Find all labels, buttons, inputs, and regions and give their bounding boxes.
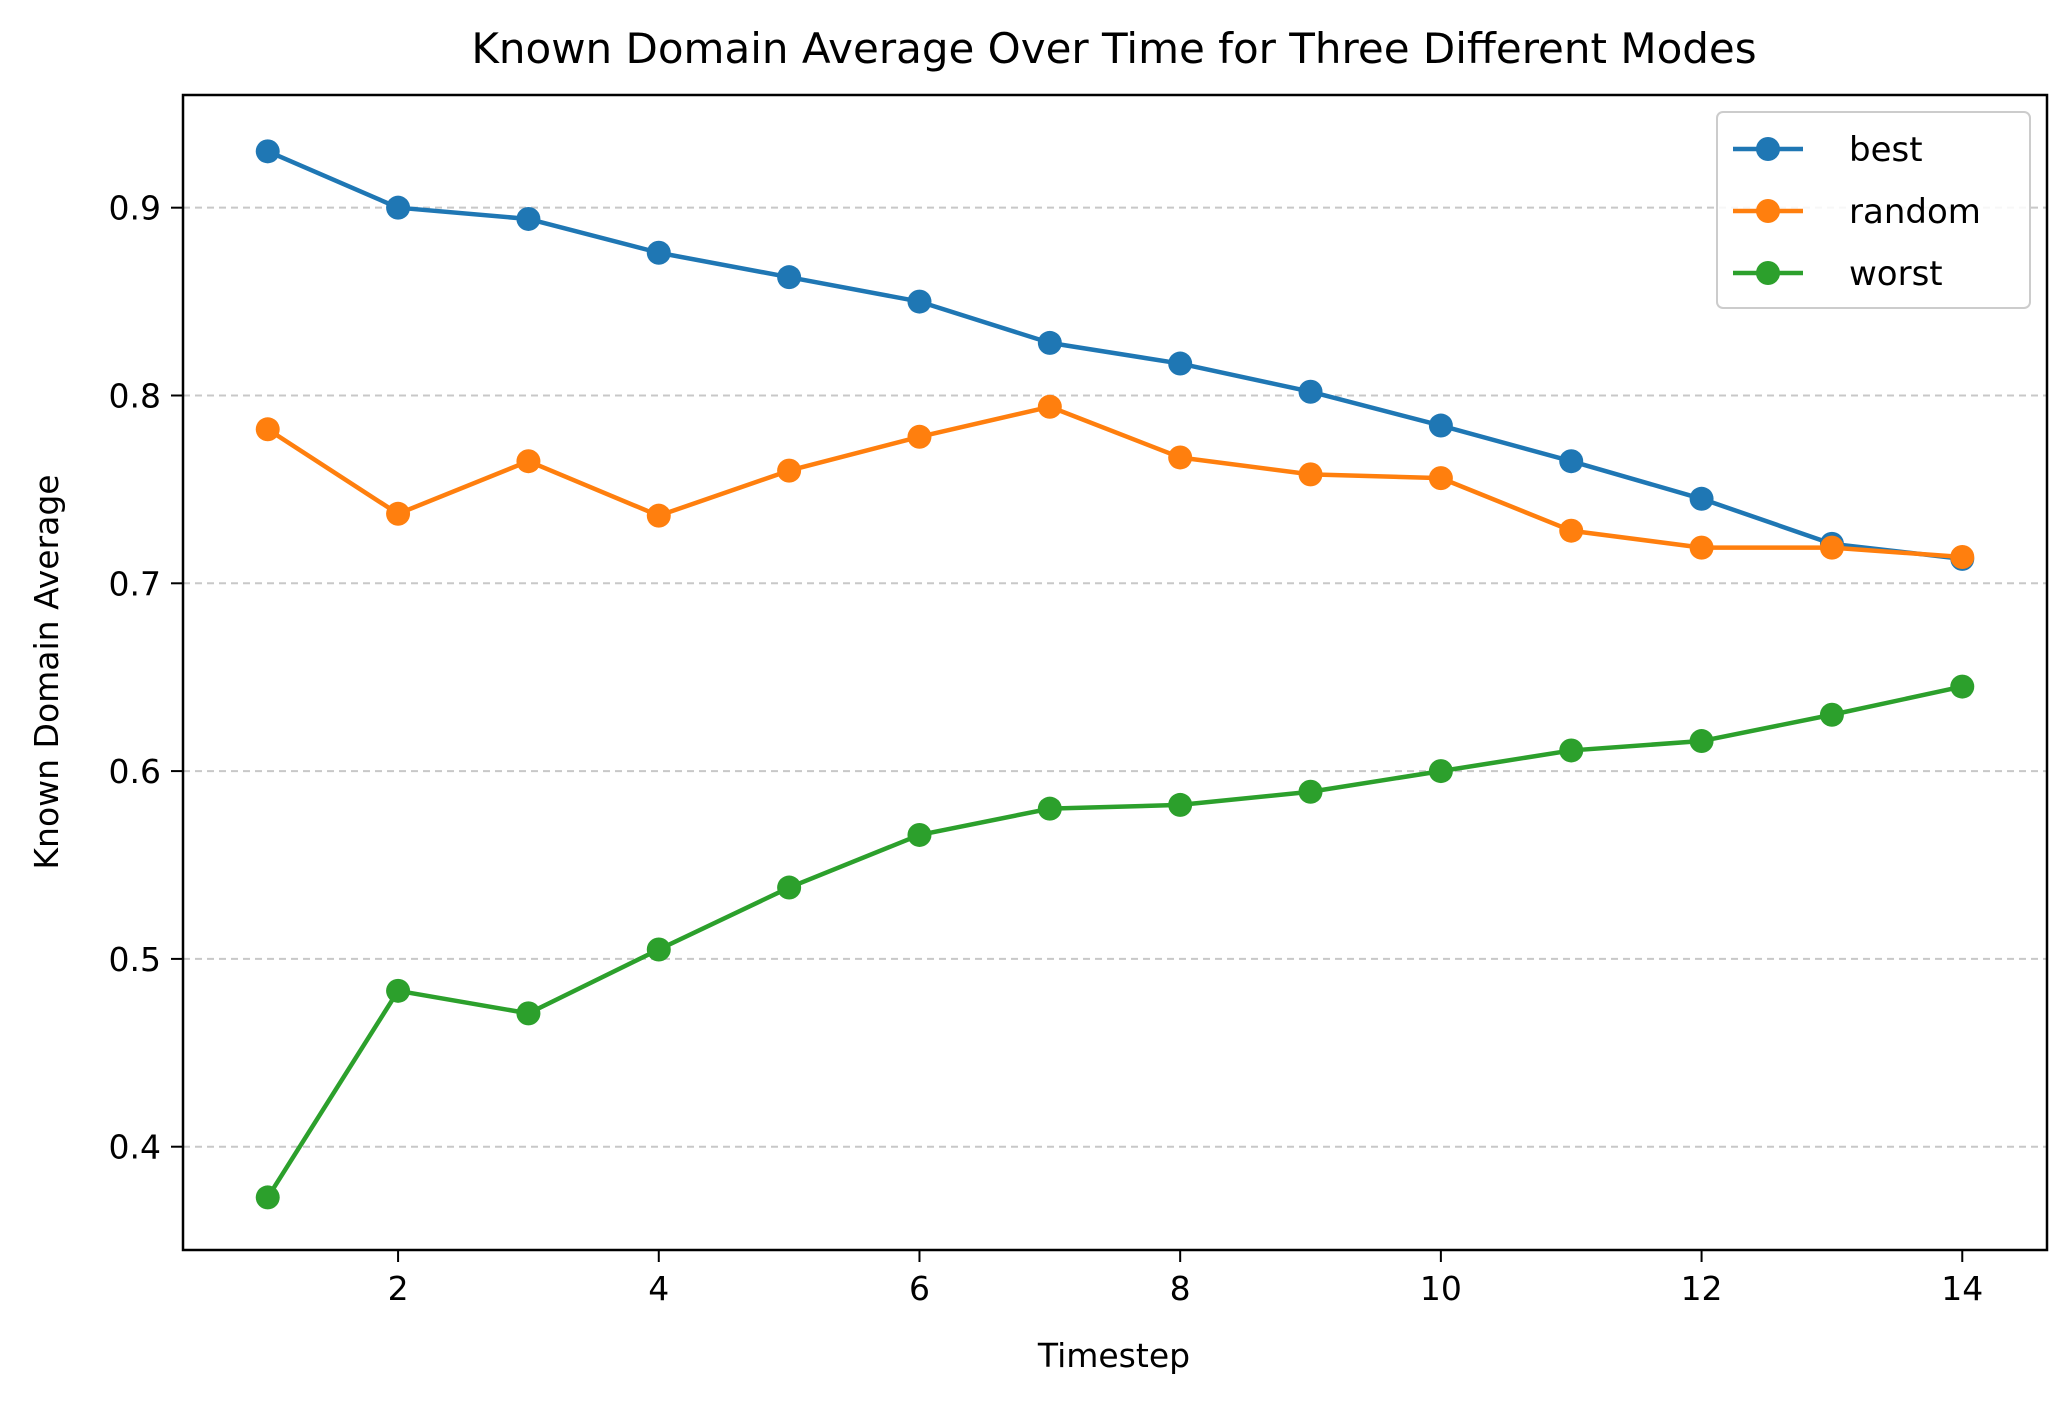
data-point-worst <box>1168 792 1193 817</box>
y-tick-label: 0.7 <box>109 564 161 603</box>
x-tick-label: 2 <box>388 1269 409 1308</box>
data-point-best <box>907 289 932 314</box>
legend-label: random <box>1849 192 1981 232</box>
data-point-random <box>1689 535 1714 560</box>
y-tick-label: 0.9 <box>109 189 161 228</box>
legend-marker <box>1756 199 1780 223</box>
data-point-best <box>255 139 280 164</box>
series-layer <box>255 139 1975 1210</box>
legend-item-best: best <box>1733 130 1923 170</box>
x-tick-label: 10 <box>1420 1269 1462 1308</box>
y-tick-label: 0.6 <box>109 752 161 791</box>
x-tick-label: 6 <box>909 1269 930 1308</box>
data-point-random <box>1819 535 1844 560</box>
data-point-random <box>1428 466 1453 491</box>
data-point-best <box>646 240 671 265</box>
data-point-worst <box>907 822 932 847</box>
data-point-best <box>1168 351 1193 376</box>
data-point-random <box>255 417 280 442</box>
data-point-best <box>1428 413 1453 438</box>
data-point-best <box>386 195 411 220</box>
data-point-random <box>777 458 802 483</box>
data-point-best <box>516 206 541 231</box>
grid-lines <box>183 206 2047 1148</box>
data-point-worst <box>386 978 411 1003</box>
data-point-best <box>1037 330 1062 355</box>
data-point-random <box>386 501 411 526</box>
data-point-worst <box>516 1001 541 1026</box>
x-axis-ticks: 2 4 6 8 10 12 14 <box>388 1250 1983 1308</box>
series-line-best <box>266 149 1963 562</box>
data-point-random <box>1037 394 1062 419</box>
data-point-worst <box>646 937 671 962</box>
legend-label: best <box>1849 130 1923 170</box>
data-point-random <box>516 449 541 474</box>
data-point-random <box>907 424 932 449</box>
data-point-worst <box>1689 729 1714 754</box>
data-point-best <box>1298 379 1323 404</box>
plot-frame <box>181 93 2049 1252</box>
legend-item-random: random <box>1733 192 1981 232</box>
y-axis-label: Known Domain Average <box>27 474 66 869</box>
data-point-random <box>1168 445 1193 470</box>
legend-label: worst <box>1849 254 1943 294</box>
chart-title: Known Domain Average Over Time for Three… <box>471 24 1756 73</box>
data-point-worst <box>1950 674 1975 699</box>
y-axis-ticks: 0.4 0.5 0.6 0.7 0.8 0.9 <box>109 189 183 1167</box>
data-point-random <box>1298 462 1323 487</box>
x-tick-label: 14 <box>1941 1269 1983 1308</box>
series-line-random <box>266 404 1963 560</box>
x-tick-label: 12 <box>1681 1269 1723 1308</box>
data-point-best <box>1559 449 1584 474</box>
data-point-worst <box>255 1185 280 1210</box>
data-point-worst <box>1298 779 1323 804</box>
series-random <box>255 394 1975 569</box>
data-point-worst <box>1559 738 1584 763</box>
legend: best random worst <box>1716 111 2031 309</box>
y-tick-label: 0.4 <box>109 1128 161 1167</box>
x-tick-label: 8 <box>1170 1269 1191 1308</box>
data-point-random <box>1950 545 1975 569</box>
data-point-worst <box>1428 759 1453 784</box>
data-point-best <box>1689 486 1714 511</box>
legend-marker <box>1756 137 1780 161</box>
x-axis-label: Timestep <box>1037 1336 1190 1375</box>
series-line-worst <box>265 684 1963 1199</box>
data-point-worst <box>1819 702 1844 727</box>
x-tick-label: 4 <box>648 1269 669 1308</box>
data-point-random <box>646 503 671 528</box>
y-tick-label: 0.8 <box>109 376 161 415</box>
data-point-worst <box>1037 796 1062 821</box>
data-point-worst <box>777 875 802 900</box>
y-tick-label: 0.5 <box>109 940 161 979</box>
data-point-best <box>777 265 802 290</box>
legend-box <box>1716 111 2031 309</box>
data-point-random <box>1559 518 1584 543</box>
legend-marker <box>1756 261 1780 285</box>
series-worst <box>255 674 1975 1210</box>
legend-item-worst: worst <box>1733 254 1943 294</box>
